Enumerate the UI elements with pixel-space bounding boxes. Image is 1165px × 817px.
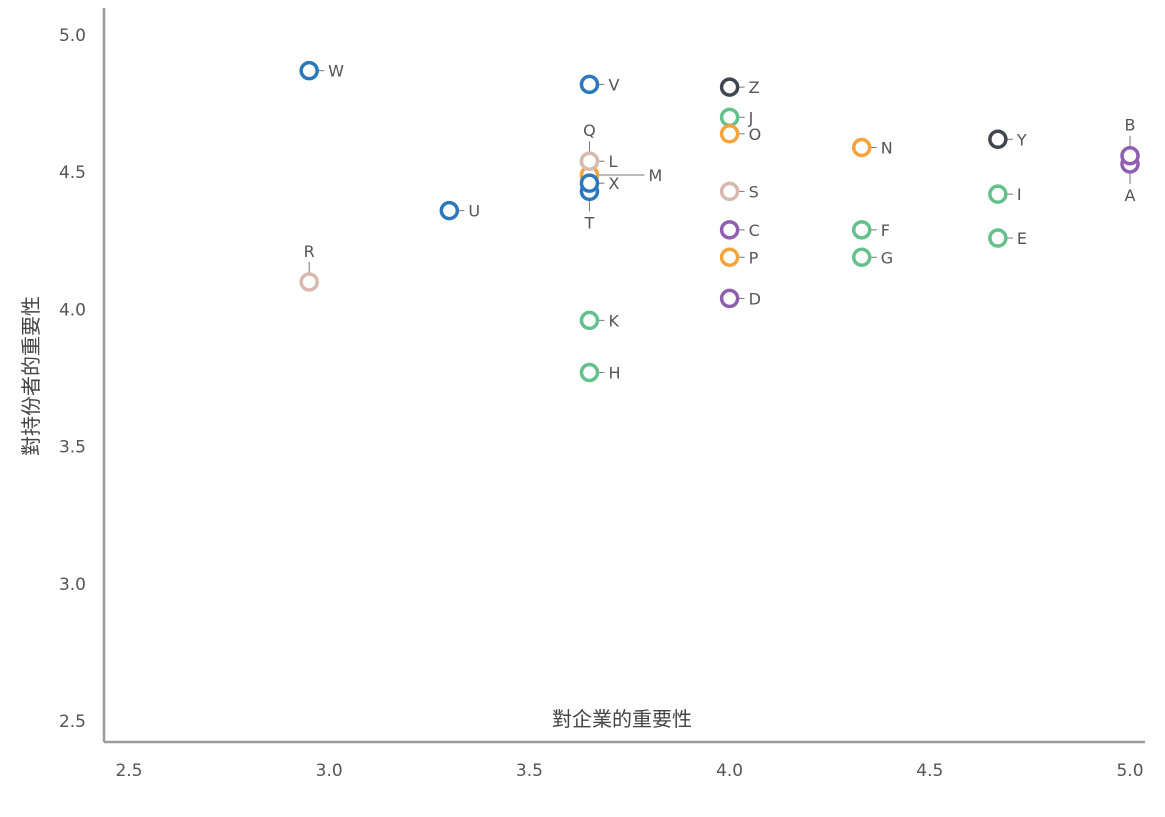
point-label-y: Y xyxy=(1016,130,1027,149)
x-tick-label: 3.0 xyxy=(316,761,343,781)
data-point-k xyxy=(579,310,600,331)
y-tick-label: 3.5 xyxy=(59,438,86,458)
point-label-s: S xyxy=(749,182,759,201)
data-point-b xyxy=(1120,145,1140,166)
data-point-s xyxy=(719,181,740,202)
label-leaders xyxy=(308,70,1131,374)
x-tick-label: 4.0 xyxy=(716,761,743,781)
point-label-r: R xyxy=(304,242,315,261)
data-points xyxy=(299,60,1140,383)
data-point-q xyxy=(579,151,600,171)
data-point-w xyxy=(299,60,319,81)
point-label-k: K xyxy=(608,311,619,330)
axes xyxy=(102,8,1145,744)
point-label-h: H xyxy=(608,364,620,383)
point-label-n: N xyxy=(881,139,893,158)
data-point-r xyxy=(299,272,319,292)
y-tick-label: 5.0 xyxy=(59,26,86,46)
point-label-p: P xyxy=(749,248,759,267)
point-label-i: I xyxy=(1017,185,1022,204)
data-point-f xyxy=(851,220,872,240)
data-point-h xyxy=(579,362,600,383)
point-label-g: G xyxy=(881,248,893,267)
data-point-n xyxy=(851,137,872,158)
y-tick-label: 2.5 xyxy=(59,712,86,732)
x-tick-label: 2.5 xyxy=(115,761,142,781)
data-point-v xyxy=(579,74,600,95)
data-point-o xyxy=(719,124,740,144)
data-point-e xyxy=(988,228,1008,248)
data-point-z xyxy=(719,77,740,97)
point-label-u: U xyxy=(468,202,480,221)
y-axis-title: 對持份者的重要性 xyxy=(19,296,43,456)
point-label-v: V xyxy=(608,75,619,94)
x-tick-label: 5.0 xyxy=(1116,761,1143,781)
point-label-d: D xyxy=(749,289,761,308)
point-label-c: C xyxy=(749,221,760,240)
data-point-u xyxy=(439,200,460,221)
data-point-i xyxy=(988,184,1008,204)
point-label-q: Q xyxy=(583,121,596,140)
x-axis-title: 對企業的重要性 xyxy=(552,707,692,731)
y-tick-labels: 2.5 3.0 3.5 4.0 4.5 5.0 xyxy=(59,26,86,732)
x-tick-labels: 2.5 3.0 3.5 4.0 4.5 5.0 xyxy=(115,761,1143,781)
point-label-m: M xyxy=(648,166,662,185)
y-tick-label: 3.0 xyxy=(59,575,86,595)
data-point-d xyxy=(719,288,740,309)
point-label-e: E xyxy=(1017,229,1027,248)
y-tick-label: 4.5 xyxy=(59,163,86,183)
point-label-t: T xyxy=(584,213,595,232)
point-label-j: J xyxy=(748,108,754,127)
data-point-y xyxy=(988,129,1008,150)
point-labels: A B C D E FG H I J K L M N O P Q R S T U V W X Y Z xyxy=(304,62,1136,383)
data-point-j xyxy=(719,107,740,128)
x-tick-label: 3.5 xyxy=(516,761,543,781)
y-tick-label: 4.0 xyxy=(59,300,86,320)
data-point-c xyxy=(719,220,740,240)
data-point-g xyxy=(851,247,872,268)
point-label-a: A xyxy=(1125,186,1136,205)
point-label-f: F xyxy=(881,221,890,240)
point-label-x: X xyxy=(608,174,619,193)
point-label-l: L xyxy=(608,152,617,171)
point-label-o: O xyxy=(749,125,762,144)
point-label-z: Z xyxy=(749,78,760,97)
x-tick-label: 4.5 xyxy=(916,761,943,781)
data-point-x xyxy=(579,173,600,193)
point-label-b: B xyxy=(1125,116,1136,135)
data-point-p xyxy=(719,247,740,268)
point-label-w: W xyxy=(328,62,344,81)
